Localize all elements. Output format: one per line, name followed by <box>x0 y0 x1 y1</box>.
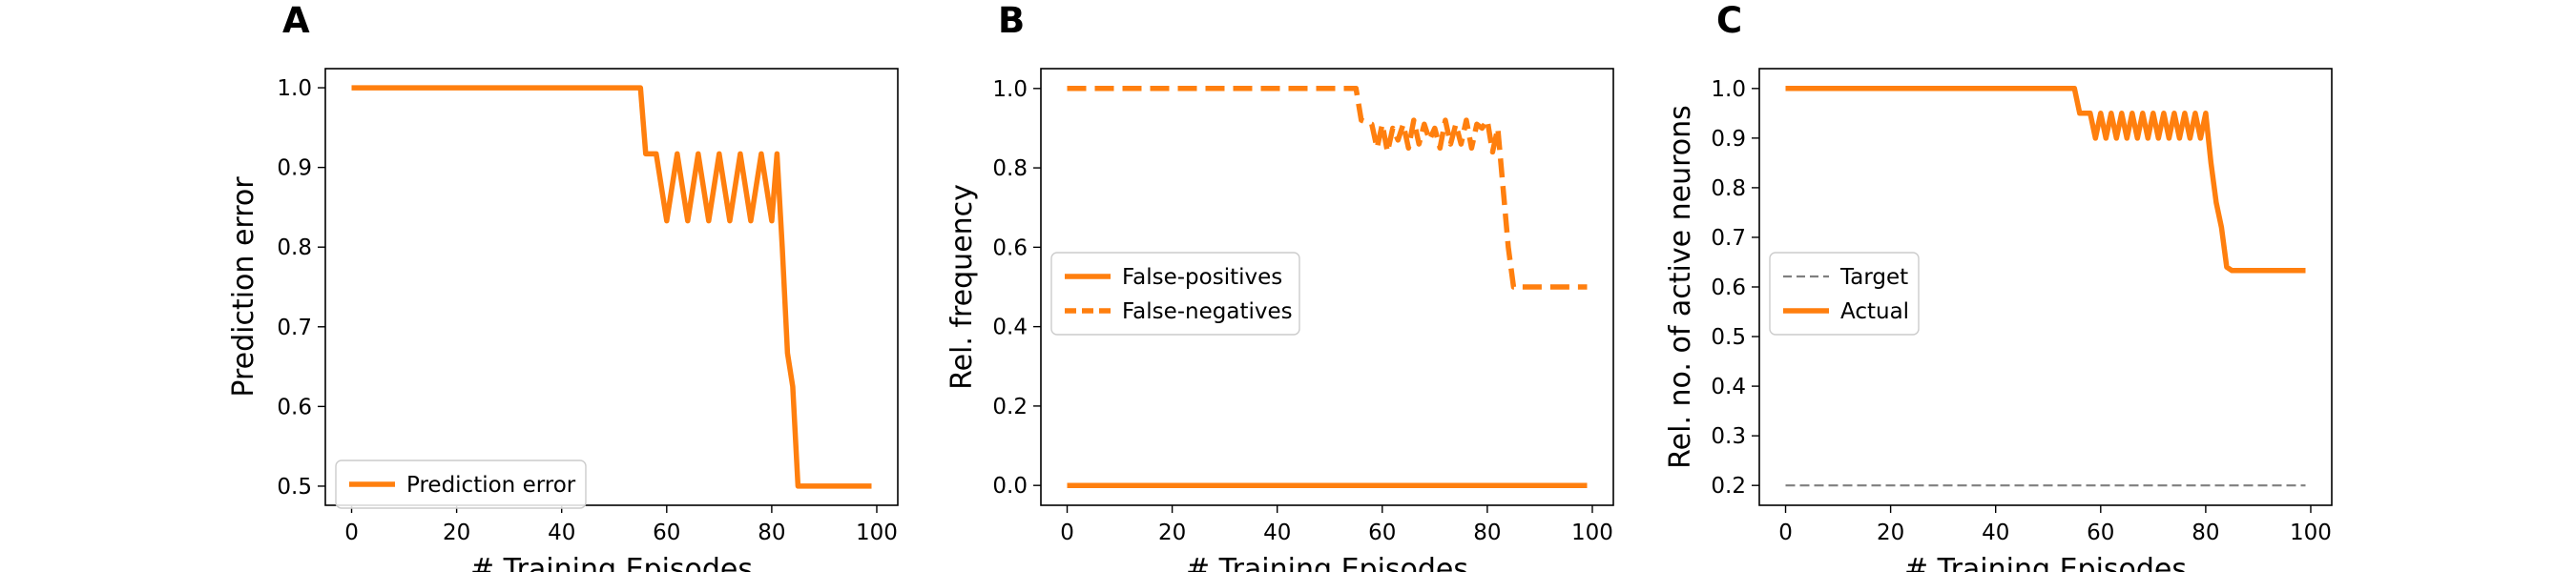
legend-box <box>1050 252 1300 336</box>
x-tick-label: 40 <box>548 521 575 545</box>
x-tick-label: 60 <box>653 521 680 545</box>
panel-a: A 0 20 40 60 80 100 0.5 0.6 0.7 0.8 0.9 1.0 # Trainin… <box>227 0 899 572</box>
y-axis-label: Prediction error <box>227 176 260 398</box>
series-line-prediction-error <box>351 85 872 489</box>
legend-entry: Prediction error <box>406 473 576 498</box>
x-tick-label: 0 <box>344 521 359 545</box>
x-tick-label: 0 <box>1060 521 1074 545</box>
legend: Target Actual <box>1769 252 1920 336</box>
legend: Prediction error <box>335 460 587 509</box>
y-tick-label: 0.6 <box>277 395 312 419</box>
axes-frame <box>324 68 899 506</box>
y-tick-label: 0.7 <box>277 316 312 340</box>
x-tick-label: 20 <box>443 521 470 545</box>
y-tick-label: 0.8 <box>1711 176 1746 201</box>
axes-frame <box>1040 68 1614 506</box>
y-tick-label: 1.0 <box>992 77 1028 102</box>
x-tick-label: 40 <box>1263 521 1291 545</box>
x-tick-label: 100 <box>856 521 898 545</box>
y-tick-label: 0.2 <box>1711 474 1746 499</box>
y-tick-label: 0.6 <box>992 235 1028 260</box>
x-axis-label: # Training Episodes <box>1904 553 2187 572</box>
x-tick-label: 40 <box>1982 521 2009 545</box>
x-tick-label: 80 <box>1473 521 1501 545</box>
legend-box <box>1769 252 1920 336</box>
x-tick-label: 60 <box>2087 521 2114 545</box>
legend-box <box>335 460 587 509</box>
x-tick-label: 60 <box>1368 521 1396 545</box>
y-tick-label: 0.8 <box>277 235 312 260</box>
x-tick-label: 20 <box>1158 521 1186 545</box>
y-tick-label: 1.0 <box>1711 77 1746 102</box>
y-tick-label: 0.9 <box>277 156 312 181</box>
x-tick-label: 80 <box>2192 521 2219 545</box>
y-tick-label: 0.3 <box>1711 424 1746 449</box>
legend-entry: Actual <box>1840 299 1909 324</box>
series-line-false-negatives <box>1067 86 1588 290</box>
legend: False-positives False-negatives <box>1050 252 1300 336</box>
panel-b: B 0 20 40 60 80 100 0.0 0.2 0.4 0.6 0.8 1.0 # Trainin… <box>945 0 1614 572</box>
series-line-actual <box>1785 86 2306 274</box>
x-tick-label: 100 <box>2290 521 2332 545</box>
x-tick-label: 20 <box>1877 521 1904 545</box>
y-tick-label: 0.0 <box>992 474 1028 499</box>
x-tick-label: 80 <box>758 521 785 545</box>
panel-letter: A <box>282 0 310 41</box>
x-axis-label: # Training Episodes <box>1186 553 1468 572</box>
x-tick-label: 100 <box>1571 521 1613 545</box>
y-tick-label: 0.8 <box>992 156 1028 181</box>
y-tick-label: 0.2 <box>992 395 1028 419</box>
legend-entry: False-negatives <box>1122 299 1293 324</box>
y-tick-label: 0.7 <box>1711 226 1746 251</box>
y-tick-label: 0.4 <box>992 316 1028 340</box>
y-tick-label: 0.4 <box>1711 375 1746 399</box>
y-tick-label: 0.5 <box>277 475 312 500</box>
x-axis-label: # Training Episodes <box>470 553 753 572</box>
panel-c: C 0 20 40 60 80 100 0.2 0.3 0.4 0.5 0.6 0.7 0.8 0.9 1.0… <box>1664 0 2333 572</box>
y-tick-label: 0.5 <box>1711 325 1746 350</box>
y-tick-label: 1.0 <box>277 76 312 101</box>
y-tick-label: 0.9 <box>1711 127 1746 152</box>
legend-entry: Target <box>1839 265 1908 290</box>
panel-letter: C <box>1716 0 1742 41</box>
panel-letter: B <box>998 0 1025 41</box>
x-tick-label: 0 <box>1778 521 1793 545</box>
y-axis-label: Rel. frequency <box>945 184 979 390</box>
legend-entry: False-positives <box>1122 265 1282 290</box>
y-axis-label: Rel. no. of active neurons <box>1664 105 1697 469</box>
y-tick-label: 0.6 <box>1711 276 1746 300</box>
